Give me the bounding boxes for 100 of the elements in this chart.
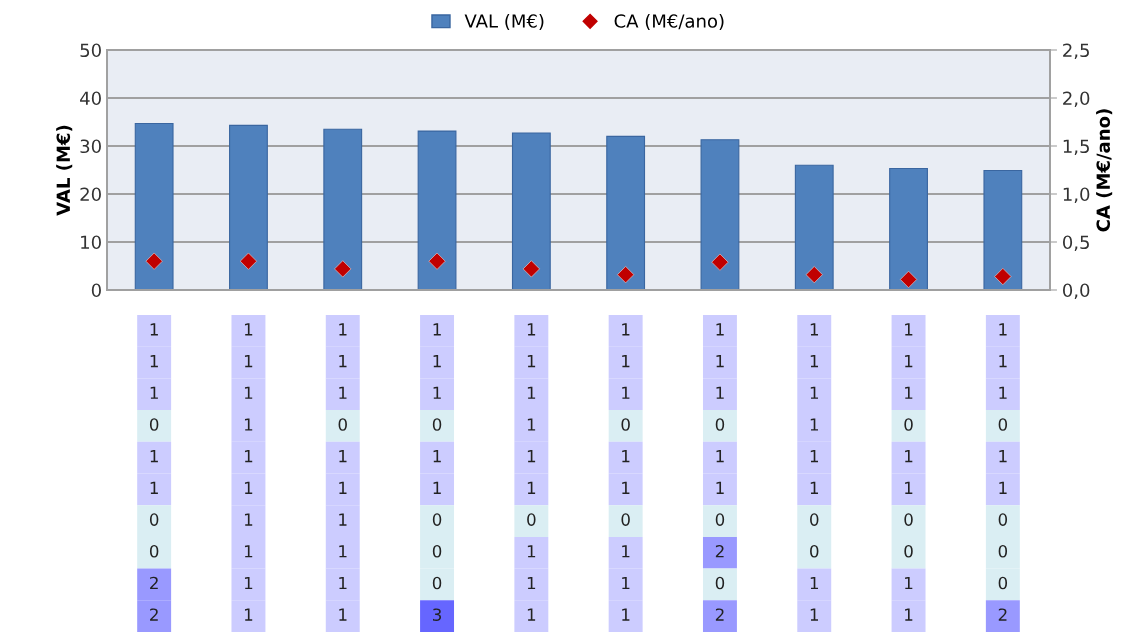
data-label: 2 (715, 544, 724, 558)
data-label: 1 (150, 323, 158, 336)
data-label: 1 (244, 386, 253, 399)
data-label: 0 (432, 418, 442, 431)
data-label: 1 (905, 608, 913, 621)
data-label: 1 (999, 355, 1007, 368)
y2-tick-label: 0,5 (1063, 235, 1089, 251)
legend-label: VAL (M€) (464, 13, 544, 30)
data-label: 1 (339, 608, 347, 621)
bar (700, 139, 740, 290)
data-label: 0 (904, 513, 913, 526)
data-label: 1 (810, 481, 819, 494)
data-label: 2 (998, 608, 1007, 621)
data-label: 1 (622, 450, 630, 463)
data-label: 1 (433, 450, 441, 463)
data-label: 1 (527, 545, 536, 558)
data-label: 1 (244, 513, 253, 526)
data-label: 0 (432, 576, 442, 590)
data-label: 1 (810, 576, 819, 590)
data-label: 0 (998, 544, 1008, 558)
bar (794, 164, 834, 290)
data-label: 1 (244, 481, 253, 494)
y2-axis-title: CA (M€/ano) (1096, 109, 1113, 232)
data-label: 0 (149, 513, 159, 526)
y2-tick-label: 1,0 (1063, 187, 1090, 203)
data-label: 1 (810, 418, 819, 431)
data-label: 1 (527, 576, 536, 590)
data-label: 1 (339, 576, 347, 590)
data-label: 1 (905, 386, 913, 399)
data-label: 1 (905, 576, 913, 590)
data-label: 1 (433, 386, 441, 399)
data-label: 3 (433, 608, 442, 621)
data-label: 1 (244, 323, 253, 336)
y-tick-label: 40 (80, 91, 101, 106)
data-label: 0 (149, 544, 159, 558)
data-label: 1 (433, 323, 441, 336)
data-label: 1 (905, 450, 913, 463)
data-label: 1 (527, 481, 536, 494)
data-label: 0 (810, 544, 819, 558)
data-label: 1 (244, 418, 253, 431)
data-label: 1 (999, 481, 1007, 494)
data-label: 0 (338, 418, 347, 431)
bar (229, 124, 268, 290)
data-label: 0 (904, 544, 913, 558)
data-label: 1 (339, 545, 347, 558)
data-label: 1 (999, 450, 1007, 463)
data-label: 2 (715, 608, 724, 621)
data-label: 1 (527, 450, 536, 463)
data-label: 1 (244, 355, 253, 368)
y-axis-title: VAL (M€) (56, 125, 73, 216)
data-label: 1 (810, 608, 819, 621)
data-label: 1 (527, 355, 536, 368)
y-tick-label: 20 (80, 187, 101, 202)
bar (889, 168, 928, 290)
data-label: 1 (527, 608, 536, 621)
data-label: 0 (998, 513, 1008, 526)
data-label: 2 (150, 576, 158, 590)
y2-tick-label: 2,0 (1063, 91, 1090, 107)
data-label: 0 (810, 513, 819, 526)
data-label: 1 (810, 450, 819, 463)
legend-label: CA (M€/ano) (614, 13, 724, 30)
data-label: 0 (715, 513, 725, 526)
data-label: 1 (339, 450, 347, 463)
data-label: 1 (716, 450, 724, 463)
data-label: 1 (339, 481, 347, 494)
data-label: 1 (905, 355, 913, 368)
y2-tick-label: 0,0 (1063, 283, 1090, 299)
data-label: 1 (716, 481, 724, 494)
data-label: 0 (715, 576, 725, 590)
data-label: 1 (810, 386, 819, 399)
data-label: 1 (150, 450, 158, 463)
y2-tick-label: 1,5 (1063, 139, 1089, 155)
y2-tick-label: 2,5 (1063, 43, 1089, 59)
data-label: 1 (716, 386, 724, 399)
y-tick-label: 0 (91, 283, 101, 298)
data-label: 0 (527, 513, 536, 526)
data-label: 1 (622, 323, 630, 336)
data-label: 1 (244, 450, 253, 463)
data-label: 1 (150, 386, 158, 399)
data-label: 1 (622, 386, 630, 399)
data-label: 1 (150, 355, 158, 368)
y-tick-label: 50 (80, 43, 101, 58)
data-label: 1 (433, 355, 441, 368)
data-label: 0 (621, 418, 630, 431)
bar (511, 132, 551, 290)
data-label: 1 (527, 418, 536, 431)
data-label: 0 (149, 418, 159, 431)
data-label: 1 (527, 323, 536, 336)
data-label: 0 (715, 418, 725, 431)
bar (134, 122, 174, 290)
data-label: 1 (339, 355, 347, 368)
y-tick-label: 30 (80, 139, 101, 154)
data-label: 1 (339, 513, 347, 526)
data-label: 1 (810, 355, 819, 368)
data-label: 1 (527, 386, 536, 399)
data-label: 1 (999, 323, 1007, 336)
data-label: 0 (432, 544, 442, 558)
data-label: 1 (150, 481, 158, 494)
data-label: 1 (622, 481, 630, 494)
data-label: 1 (905, 323, 913, 336)
